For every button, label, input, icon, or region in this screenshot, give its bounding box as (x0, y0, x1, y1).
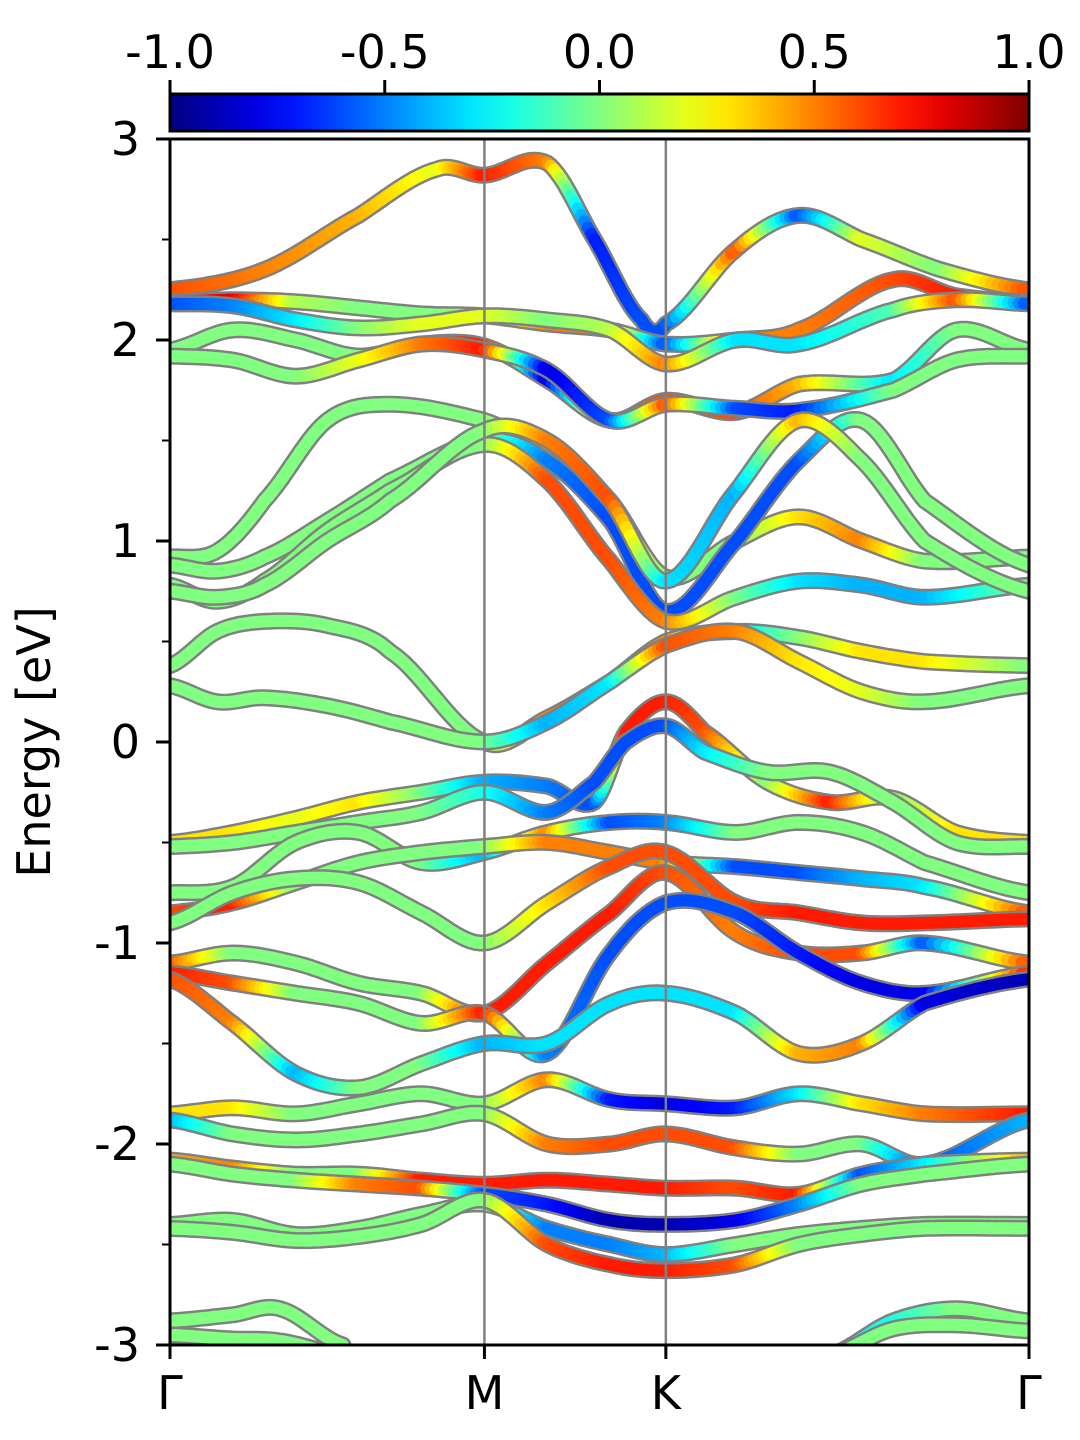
band-20 (170, 1104, 1029, 1174)
y-axis-label: Energy [eV] (7, 606, 61, 877)
k-point-label: M (465, 1366, 505, 1420)
band-22 (170, 1155, 1029, 1233)
y-tick-label: -1 (94, 916, 140, 970)
k-point-label: K (651, 1366, 683, 1420)
colorbar-tick-label: 0.5 (778, 25, 851, 79)
band-segment (325, 1352, 330, 1353)
band-4 (170, 335, 1029, 430)
band-segment (839, 1343, 848, 1345)
colorbar (168, 92, 1031, 133)
colorbar-ticks: -1.0 -0.5 0.0 0.5 1.0 (125, 25, 1066, 94)
band-segment (830, 1354, 835, 1355)
colorbar-tick-label: -1.0 (125, 25, 215, 79)
band-2 (170, 291, 1029, 373)
band-segment (318, 1344, 323, 1345)
y-tick-label: 0 (111, 715, 140, 769)
band-28 (830, 1316, 1029, 1355)
band-segment (840, 1341, 854, 1345)
y-tick-label: 1 (111, 514, 140, 568)
band-segment (835, 1353, 840, 1354)
k-point-label: Γ (157, 1366, 183, 1420)
y-tick-label: -2 (94, 1117, 140, 1171)
band-segment (306, 1342, 321, 1345)
band-10 (170, 622, 1029, 751)
band-segment (338, 1354, 343, 1355)
colorbar-gradient (168, 92, 1031, 133)
bands (170, 151, 1029, 1355)
band-19 (170, 1071, 1029, 1124)
y-ticks: 3 2 1 0 -1 -2 -3 (94, 112, 170, 1372)
y-tick-label: 3 (111, 112, 140, 166)
band-segment (842, 1342, 853, 1345)
band-8 (170, 411, 1029, 606)
y-tick-label: 2 (111, 313, 140, 367)
k-point-label: Γ (1016, 1366, 1042, 1420)
y-tick-label: -3 (94, 1318, 140, 1372)
band-18 (170, 970, 1029, 1097)
band-0 (170, 151, 1029, 341)
band-segment (311, 1343, 323, 1345)
band-15 (170, 842, 1029, 952)
band-segment (842, 1344, 846, 1345)
band-segment (843, 1340, 859, 1345)
band-segment (330, 1353, 334, 1354)
k-point-lines (483, 139, 668, 1345)
colorbar-tick-label: 0.0 (563, 25, 636, 79)
band-segment (830, 1354, 835, 1355)
band-segment (835, 1352, 840, 1354)
band-segment (301, 1340, 317, 1345)
colorbar-tick-label: 1.0 (992, 25, 1065, 79)
band-segment (334, 1354, 339, 1355)
band-24 (170, 1191, 1029, 1280)
band-25 (170, 1298, 352, 1345)
colorbar-tick-label: -0.5 (340, 25, 430, 79)
